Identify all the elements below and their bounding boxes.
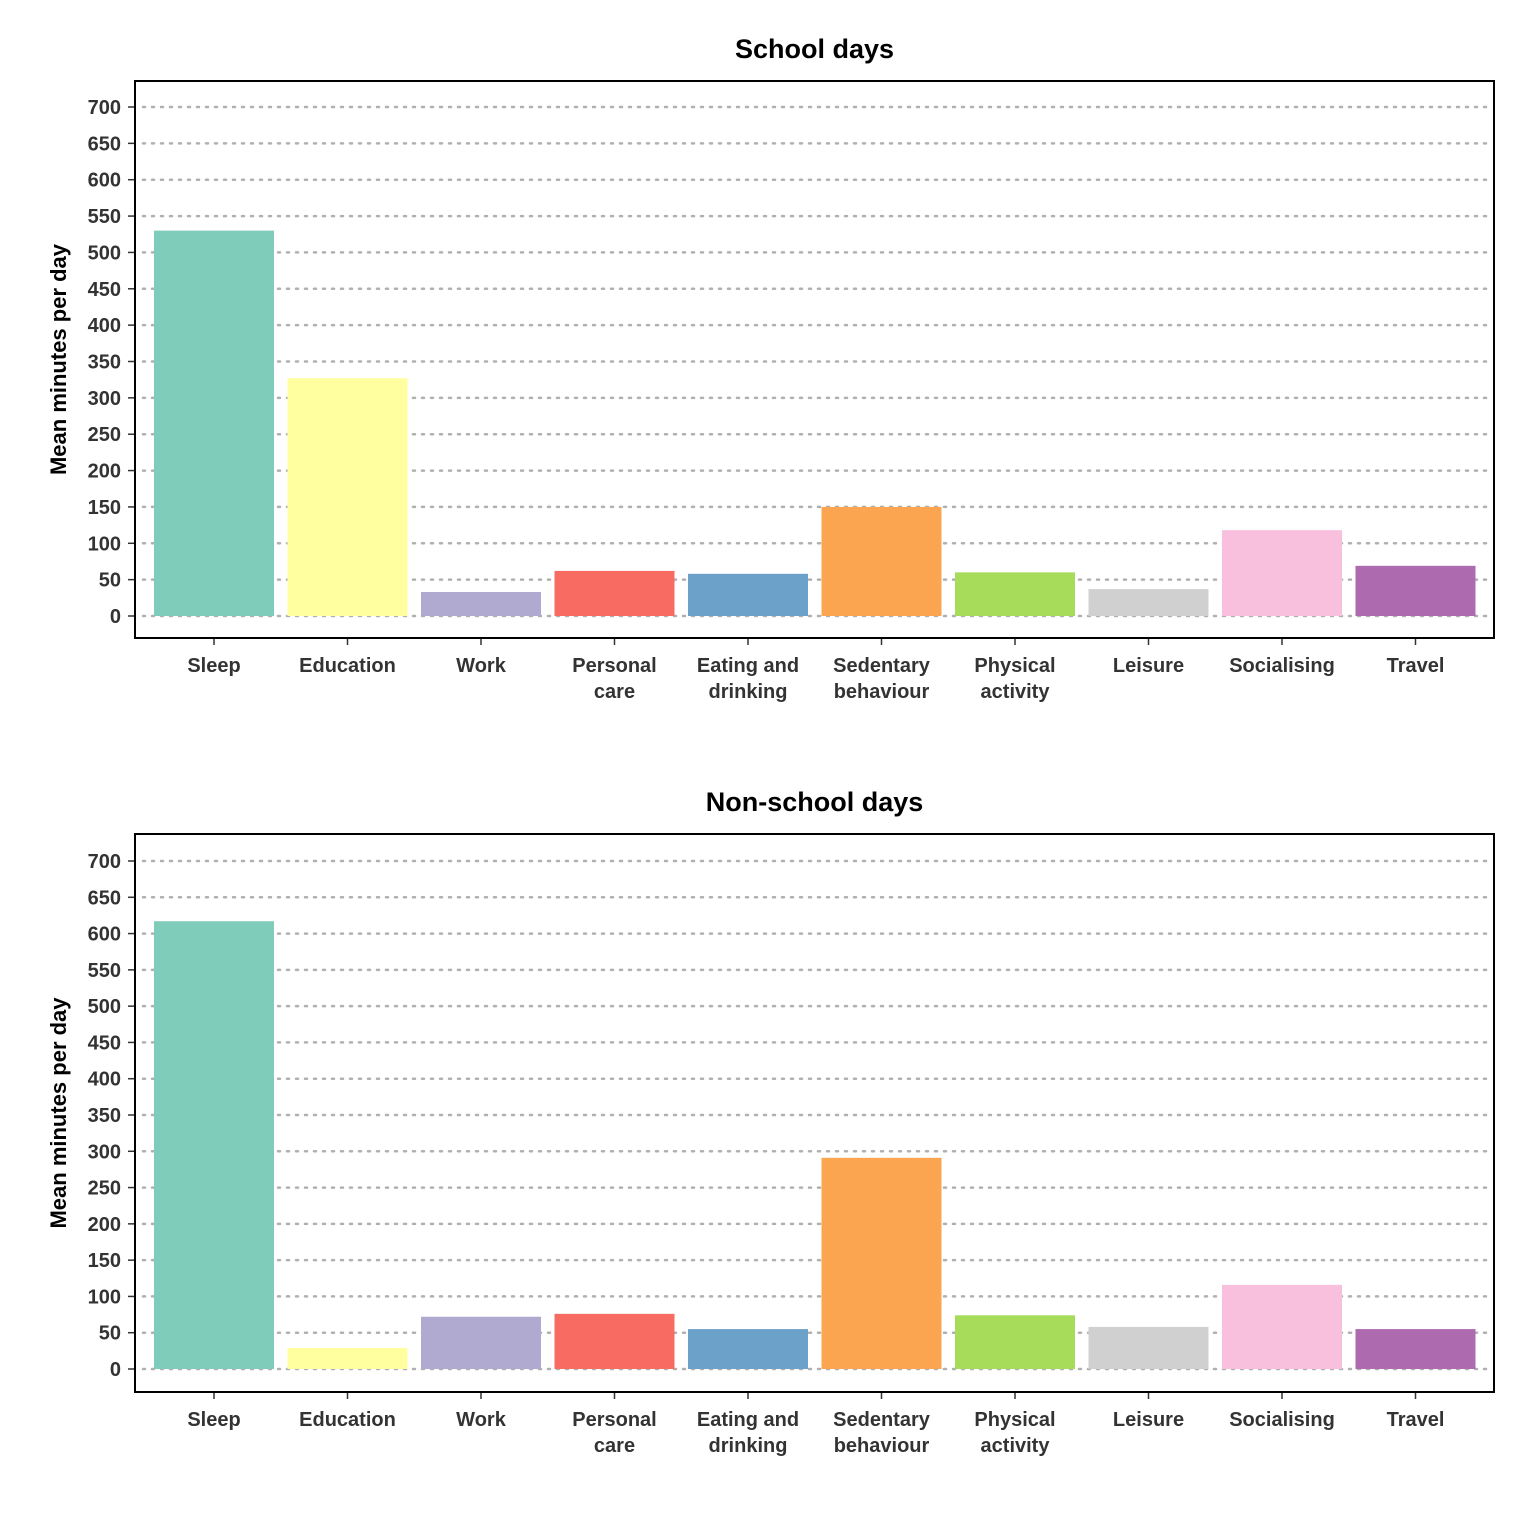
bar	[1088, 1326, 1209, 1369]
y-tick-label: 250	[88, 424, 121, 446]
bar	[1222, 1284, 1342, 1369]
y-tick-label: 700	[88, 97, 121, 119]
y-tick-label: 350	[88, 1105, 121, 1127]
x-tick-label: Sedentary	[833, 655, 931, 677]
chart-title: Non-school days	[706, 787, 924, 817]
x-tick-label: behaviour	[834, 681, 930, 703]
y-tick-label: 200	[88, 461, 121, 483]
x-tick-label: activity	[981, 681, 1051, 703]
x-tick-label: care	[594, 1435, 635, 1457]
y-tick-label: 0	[110, 606, 121, 628]
y-tick-label: 500	[88, 996, 121, 1018]
y-tick-label: 50	[99, 1323, 121, 1345]
y-tick-label: 550	[88, 960, 121, 982]
bar	[955, 1315, 1075, 1369]
bar	[821, 1157, 942, 1369]
y-tick-label: 600	[88, 170, 121, 192]
x-tick-label: drinking	[709, 1435, 788, 1457]
y-tick-label: 200	[88, 1214, 121, 1236]
x-tick-label: Leisure	[1113, 1409, 1184, 1431]
y-tick-label: 150	[88, 497, 121, 519]
y-tick-label: 100	[88, 1286, 121, 1308]
x-tick-label: Physical	[974, 655, 1055, 677]
y-tick-label: 550	[88, 206, 121, 228]
y-tick-label: 100	[88, 533, 121, 555]
x-tick-label: Personal	[572, 1409, 656, 1431]
x-tick-label: Leisure	[1113, 655, 1184, 677]
y-tick-label: 400	[88, 315, 121, 337]
chart-title: School days	[735, 34, 894, 64]
y-tick-label: 300	[88, 1141, 121, 1163]
x-tick-label: activity	[981, 1435, 1051, 1457]
x-tick-label: Travel	[1387, 655, 1445, 677]
x-tick-label: Eating and	[697, 655, 799, 677]
y-tick-label: 450	[88, 1032, 121, 1054]
x-tick-label: Travel	[1387, 1409, 1445, 1431]
x-tick-label: Education	[299, 655, 396, 677]
school-days-panel: School days 0 50 100 150 200 250 300 350 400 450 50…	[46, 34, 1495, 703]
x-tick-label: Socialising	[1229, 1409, 1335, 1431]
y-tick-label: 150	[88, 1250, 121, 1272]
bar	[554, 1313, 675, 1369]
bar	[821, 506, 942, 616]
x-tick-label: behaviour	[834, 1435, 930, 1457]
x-tick-label: Sedentary	[833, 1409, 931, 1431]
x-tick-label: Work	[456, 1409, 507, 1431]
y-axis-label: Mean minutes per day	[46, 997, 71, 1229]
y-tick-label: 450	[88, 279, 121, 301]
bar	[1355, 1329, 1476, 1369]
y-tick-label: 350	[88, 352, 121, 374]
y-tick-label: 500	[88, 242, 121, 264]
non-school-days-panel: Non-school days 0 50 100 150 200 250 300 350 400 4…	[46, 787, 1495, 1457]
bar	[421, 1316, 541, 1369]
bar	[1088, 589, 1209, 616]
x-tick-label: care	[594, 681, 635, 703]
x-tick-label: Eating and	[697, 1409, 799, 1431]
bar	[154, 921, 274, 1369]
y-tick-label: 650	[88, 887, 121, 909]
x-tick-label: Sleep	[187, 1409, 240, 1431]
y-tick-label: 300	[88, 388, 121, 410]
x-tick-label: Socialising	[1229, 655, 1335, 677]
y-axis-label: Mean minutes per day	[46, 243, 71, 475]
x-tick-label: Personal	[572, 655, 656, 677]
bar	[421, 592, 541, 616]
bar	[688, 1329, 808, 1369]
bar	[1355, 565, 1476, 616]
bar	[287, 1347, 408, 1369]
x-tick-label: Work	[456, 655, 507, 677]
y-tick-label: 400	[88, 1069, 121, 1091]
bar	[955, 572, 1075, 616]
y-tick-label: 250	[88, 1178, 121, 1200]
plot-frame	[134, 833, 1495, 1393]
x-tick-label: Sleep	[187, 655, 240, 677]
y-tick-label: 700	[88, 851, 121, 873]
x-tick-label: Education	[299, 1409, 396, 1431]
y-tick-label: 650	[88, 133, 121, 155]
bar	[554, 570, 675, 616]
plot-frame	[134, 80, 1495, 639]
bar	[154, 230, 274, 616]
x-tick-label: drinking	[709, 681, 788, 703]
y-tick-label: 600	[88, 924, 121, 946]
bar	[287, 378, 408, 616]
y-tick-label: 50	[99, 570, 121, 592]
x-tick-label: Physical	[974, 1409, 1055, 1431]
bar	[1222, 530, 1342, 616]
y-tick-label: 0	[110, 1359, 121, 1381]
bar	[688, 573, 808, 616]
